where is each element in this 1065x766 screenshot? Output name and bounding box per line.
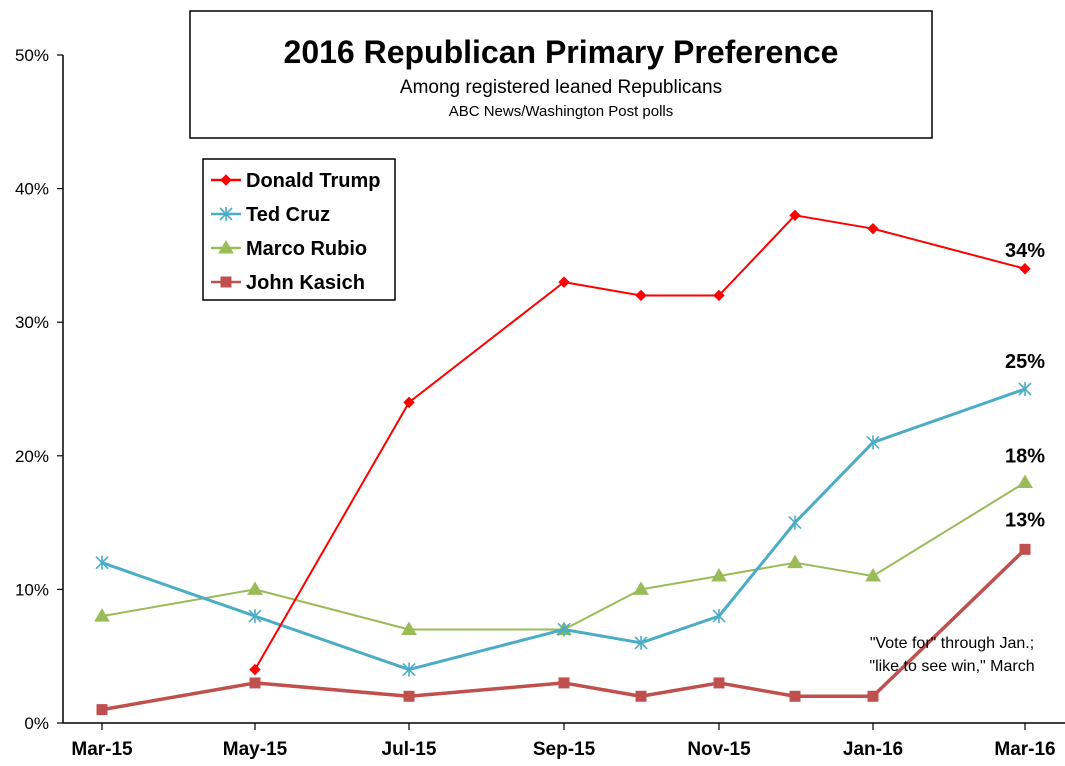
legend-marker-ted-cruz xyxy=(219,207,233,221)
series-layer xyxy=(94,209,1033,716)
marker-ted-cruz xyxy=(866,435,880,450)
marker-donald-trump xyxy=(789,209,801,222)
x-tick-label: Mar-15 xyxy=(71,739,133,760)
marker-ted-cruz xyxy=(1018,382,1032,396)
data-label: 13% xyxy=(1005,509,1045,531)
line-marco-rubio xyxy=(101,481,1026,631)
marker-donald-trump xyxy=(1019,263,1031,275)
legend-label: Marco Rubio xyxy=(246,238,367,260)
legend-label: Ted Cruz xyxy=(246,204,330,226)
chart-subtitle: Among registered leaned Republicans xyxy=(400,77,722,98)
end-labels: 34% 25% 18% 13% xyxy=(1005,240,1045,532)
x-tick-label: Jan-16 xyxy=(843,739,903,760)
x-tick-label: Nov-15 xyxy=(687,739,751,760)
marker-donald-trump xyxy=(867,222,879,235)
legend-marker-marco-rubio xyxy=(218,240,234,254)
marker-donald-trump xyxy=(403,396,415,409)
marker-ted-cruz xyxy=(634,635,648,650)
marker-marco-rubio xyxy=(401,621,417,635)
y-tick-label: 50% xyxy=(15,46,49,65)
marker-ted-cruz xyxy=(95,555,109,570)
marker-marco-rubio xyxy=(633,581,649,595)
marker-ted-cruz xyxy=(788,515,802,530)
x-tick-label: Sep-15 xyxy=(533,739,596,760)
legend-item-donald-trump: Donald Trump xyxy=(211,170,380,192)
data-label: 34% xyxy=(1005,240,1045,262)
marker-john-kasich xyxy=(635,690,647,702)
data-label: 18% xyxy=(1005,446,1045,468)
marker-john-kasich xyxy=(249,677,261,689)
marker-marco-rubio xyxy=(247,581,263,595)
marker-john-kasich xyxy=(403,690,415,702)
title-box xyxy=(189,10,933,139)
marker-ted-cruz xyxy=(402,662,416,677)
legend-label: John Kasich xyxy=(246,272,365,294)
axes: 0% 10% 20% 30% 40% 50% Mar-15 May-15 Jul-15 Sep-1… xyxy=(15,46,1065,760)
legend-label: Donald Trump xyxy=(246,170,380,192)
marker-marco-rubio xyxy=(865,568,881,582)
marker-donald-trump xyxy=(635,289,647,302)
marker-ted-cruz xyxy=(712,609,726,624)
line-donald-trump xyxy=(254,214,1026,671)
legend: Donald Trump Ted Cruz Marco Rubio John Kasi… xyxy=(202,158,396,301)
marker-john-kasich xyxy=(96,704,108,716)
marker-john-kasich xyxy=(558,677,570,689)
chart-source: ABC News/Washington Post polls xyxy=(449,103,674,120)
series-ted-cruz xyxy=(95,382,1032,677)
legend-box xyxy=(202,158,396,301)
y-tick-label: 20% xyxy=(15,447,49,466)
x-tick-label: Mar-16 xyxy=(994,739,1055,760)
legend-item-ted-cruz: Ted Cruz xyxy=(211,204,330,226)
legend-marker-john-kasich xyxy=(220,276,232,288)
marker-marco-rubio xyxy=(94,608,110,622)
legend-item-marco-rubio: Marco Rubio xyxy=(211,238,367,260)
x-tick-label: Jul-15 xyxy=(382,739,437,760)
y-tick-label: 0% xyxy=(24,714,49,733)
marker-john-kasich xyxy=(713,677,725,689)
y-tick-label: 10% xyxy=(15,580,49,599)
annotation-line-1: "Vote for" through Jan.; xyxy=(870,635,1034,652)
marker-john-kasich xyxy=(1019,543,1031,555)
y-tick-label: 30% xyxy=(15,313,49,332)
marker-donald-trump xyxy=(713,289,725,302)
series-donald-trump xyxy=(249,209,1031,676)
marker-marco-rubio xyxy=(787,554,803,569)
marker-donald-trump xyxy=(558,276,570,288)
chart-title: 2016 Republican Primary Preference xyxy=(284,34,839,70)
legend-item-john-kasich: John Kasich xyxy=(211,272,365,294)
marker-ted-cruz xyxy=(557,622,571,637)
y-tick-label: 40% xyxy=(15,180,49,199)
marker-john-kasich xyxy=(789,690,801,702)
annotation-line-2: "like to see win," March xyxy=(869,658,1034,675)
marker-john-kasich xyxy=(867,690,879,702)
marker-marco-rubio xyxy=(711,568,727,582)
marker-marco-rubio xyxy=(1017,474,1033,489)
series-john-kasich xyxy=(96,543,1031,716)
data-label: 25% xyxy=(1005,351,1045,373)
legend-marker-donald-trump xyxy=(220,174,232,186)
marker-donald-trump xyxy=(249,663,261,676)
x-tick-label: May-15 xyxy=(223,739,288,760)
marker-ted-cruz xyxy=(248,609,262,624)
